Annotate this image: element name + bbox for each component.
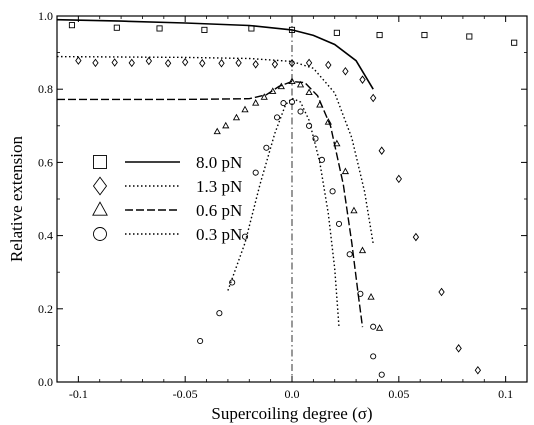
y-tick-label: 0.6: [38, 155, 53, 169]
point-0p6-pn: [222, 121, 230, 129]
point-0p6-pn: [358, 246, 367, 254]
y-tick-label: 0.4: [38, 229, 53, 243]
point-1p3-pn: [359, 75, 366, 84]
point-1p3-pn: [325, 60, 332, 70]
point-8p0-pn: [248, 25, 255, 32]
point-0p3-pn: [297, 108, 304, 115]
x-tick-label: 0.0: [285, 387, 300, 401]
point-8p0-pn: [511, 39, 518, 46]
point-8p0-pn: [288, 26, 296, 33]
point-0p3-pn: [280, 100, 287, 107]
point-1p3-pn: [128, 58, 135, 68]
x-tick-label: 0.05: [388, 387, 409, 401]
point-8p0-pn: [156, 25, 163, 32]
point-0p3-pn: [335, 220, 343, 227]
point-1p3-pn: [252, 60, 259, 69]
x-tick-label: 0.1: [498, 387, 513, 401]
point-1p3-pn: [271, 60, 279, 69]
point-1p3-pn: [235, 58, 242, 68]
point-0p6-pn: [375, 324, 384, 331]
legend-label-8p0-pn: 8.0 pN: [196, 153, 242, 172]
point-1p3-pn: [75, 56, 82, 65]
point-8p0-pn: [466, 33, 473, 40]
point-1p3-pn: [164, 58, 172, 68]
point-1p3-pn: [92, 58, 99, 68]
point-0p6-pn: [288, 77, 296, 85]
x-tick-label: -0.05: [173, 387, 198, 401]
point-1p3-pn: [145, 56, 153, 66]
point-0p6-pn: [269, 87, 277, 94]
curve-8p0-pn: [56, 18, 374, 90]
x-axis-title: Supercoiling degree (σ): [211, 404, 372, 423]
point-8p0-pn: [333, 29, 340, 36]
curve-0p6-pn: [57, 80, 364, 328]
point-0p6-pn: [333, 139, 341, 147]
point-1p3-pn: [395, 174, 402, 184]
legend-label-0p3-pn: 0.3 pN: [196, 225, 242, 244]
point-1p3-pn: [305, 58, 313, 68]
point-0p3-pn: [357, 290, 364, 297]
point-0p6-pn: [350, 206, 358, 214]
point-1p3-pn: [342, 66, 349, 76]
point-0p3-pn: [370, 323, 377, 330]
point-8p0-pn: [421, 31, 428, 39]
point-0p6-pn: [241, 105, 249, 113]
legend-marker-0p6-pn: [92, 201, 108, 216]
point-0p6-pn: [232, 113, 241, 121]
point-8p0-pn: [201, 26, 208, 33]
point-8p0-pn: [68, 22, 76, 29]
point-1p3-pn: [412, 232, 420, 242]
point-0p6-pn: [316, 100, 324, 108]
point-1p3-pn: [288, 58, 296, 68]
y-axis-title: Relative extension: [7, 135, 26, 262]
point-8p0-pn: [113, 24, 120, 31]
point-0p3-pn: [229, 279, 236, 286]
point-1p3-pn: [455, 344, 462, 353]
point-0p6-pn: [252, 99, 260, 106]
point-0p3-pn: [197, 337, 204, 345]
point-0p6-pn: [324, 118, 332, 125]
legend-label-1p3-pn: 1.3 pN: [196, 177, 242, 196]
point-0p6-pn: [213, 127, 221, 135]
legend-marker-8p0-pn: [93, 155, 107, 169]
point-0p3-pn: [378, 371, 385, 378]
legend-marker-1p3-pn: [92, 176, 108, 196]
point-0p3-pn: [306, 122, 313, 129]
point-0p6-pn: [260, 93, 268, 100]
point-8p0-pn: [376, 31, 383, 39]
curve-0p3-pn: [227, 97, 340, 328]
point-0p6-pn: [277, 82, 285, 90]
point-0p3-pn: [241, 233, 249, 240]
point-0p3-pn: [346, 251, 353, 258]
point-1p3-pn: [474, 366, 482, 375]
point-0p3-pn: [312, 135, 319, 142]
y-tick-label: 0.2: [38, 302, 53, 316]
point-1p3-pn: [218, 58, 225, 68]
point-1p3-pn: [370, 93, 377, 103]
legend-label-0p6-pn: 0.6 pN: [196, 201, 242, 220]
point-1p3-pn: [182, 57, 189, 67]
point-0p3-pn: [288, 98, 296, 106]
x-tick-label: -0.1: [69, 387, 88, 401]
point-0p6-pn: [341, 167, 350, 175]
legend-marker-0p3-pn: [93, 227, 107, 241]
point-0p3-pn: [370, 353, 377, 360]
point-1p3-pn: [199, 58, 206, 68]
point-0p3-pn: [318, 156, 325, 163]
point-0p3-pn: [252, 169, 259, 176]
point-0p6-pn: [367, 293, 375, 300]
point-0p3-pn: [273, 114, 281, 121]
point-0p6-pn: [296, 80, 305, 88]
point-1p3-pn: [378, 146, 385, 155]
y-tick-label: 0.8: [38, 82, 53, 96]
point-1p3-pn: [111, 58, 118, 67]
point-0p3-pn: [263, 144, 270, 151]
point-1p3-pn: [438, 287, 445, 297]
point-0p6-pn: [305, 88, 313, 96]
point-0p3-pn: [216, 310, 223, 317]
y-tick-label: 1.0: [38, 9, 53, 23]
point-0p3-pn: [329, 188, 336, 195]
y-tick-label: 0.0: [38, 375, 53, 389]
